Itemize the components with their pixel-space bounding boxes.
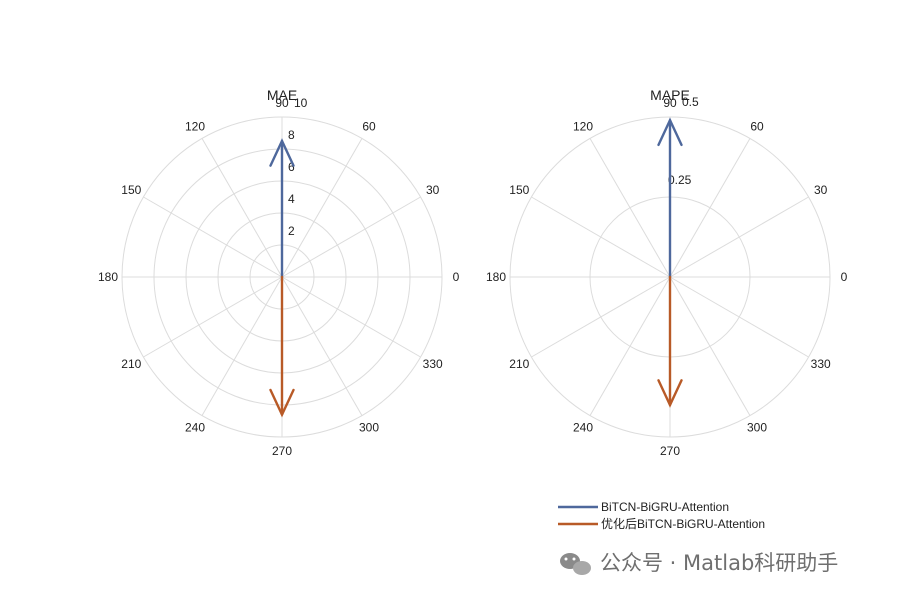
angle-tick-label: 30 [426, 183, 440, 197]
angle-tick-label: 60 [750, 119, 764, 133]
radial-tick-label: 0.25 [668, 173, 692, 187]
angle-tick-label: 60 [362, 119, 376, 133]
angular-gridline [201, 138, 283, 278]
legend-label-optimized: 优化后BiTCN-BiGRU-Attention [601, 517, 765, 531]
angular-gridline [531, 196, 671, 278]
legend: BiTCN-BiGRU-Attention 优化后BiTCN-BiGRU-Att… [558, 500, 765, 531]
angular-gridline [669, 276, 809, 358]
angle-tick-label: 0 [841, 270, 848, 284]
angle-tick-label: 240 [573, 421, 593, 435]
angle-tick-label: 120 [185, 119, 205, 133]
angle-tick-label: 90 [275, 96, 289, 110]
angular-gridline [669, 138, 751, 278]
radial-tick-label: 6 [288, 160, 295, 174]
angle-tick-label: 30 [814, 183, 828, 197]
polar-panel-mape: 0 30 60 90 120 150 180 210 240 270 300 330 0.25 0.5MA… [486, 87, 848, 458]
radial-tick-label: 2 [288, 224, 295, 238]
angle-tick-label: 0 [453, 270, 460, 284]
radial-tick-label: 10 [294, 96, 308, 110]
angle-tick-label: 210 [121, 357, 141, 371]
angular-gridline [143, 276, 283, 358]
angle-tick-label: 210 [509, 357, 529, 371]
chart-title: MAPE [650, 87, 690, 103]
angular-gridline [669, 276, 751, 416]
angular-gridline [669, 196, 809, 278]
angular-gridline [281, 276, 421, 358]
watermark-text: 公众号 · Matlab科研助手 [600, 551, 838, 575]
angle-tick-label: 180 [98, 270, 118, 284]
angular-gridline [281, 276, 363, 416]
legend-label-bitcn: BiTCN-BiGRU-Attention [601, 500, 729, 514]
radial-tick-label: 4 [288, 192, 295, 206]
angular-gridline [589, 276, 671, 416]
angle-tick-label: 150 [121, 183, 141, 197]
angle-tick-label: 270 [660, 444, 680, 458]
angle-tick-label: 330 [423, 357, 443, 371]
angle-tick-label: 240 [185, 421, 205, 435]
angle-tick-label: 270 [272, 444, 292, 458]
series-arrow-head [657, 379, 683, 408]
angle-tick-label: 330 [811, 357, 831, 371]
angular-gridline [281, 196, 421, 278]
angular-gridline [201, 276, 283, 416]
angle-tick-label: 120 [573, 119, 593, 133]
angular-gridline [143, 196, 283, 278]
series-arrow-head [269, 138, 295, 167]
angle-tick-label: 300 [747, 421, 767, 435]
angular-gridline [531, 276, 671, 358]
wechat-icon [560, 553, 591, 575]
angle-tick-label: 300 [359, 421, 379, 435]
watermark: 公众号 · Matlab科研助手 [560, 551, 838, 575]
angle-tick-label: 90 [663, 96, 677, 110]
series-arrow-head [269, 388, 295, 418]
angle-tick-label: 150 [509, 183, 529, 197]
angle-tick-label: 180 [486, 270, 506, 284]
angular-gridline [281, 138, 363, 278]
series-arrow-head [657, 117, 683, 147]
radial-tick-label: 0.5 [682, 95, 699, 109]
chart-title: MAE [267, 87, 297, 103]
angular-gridline [589, 138, 671, 278]
radial-tick-label: 8 [288, 128, 295, 142]
